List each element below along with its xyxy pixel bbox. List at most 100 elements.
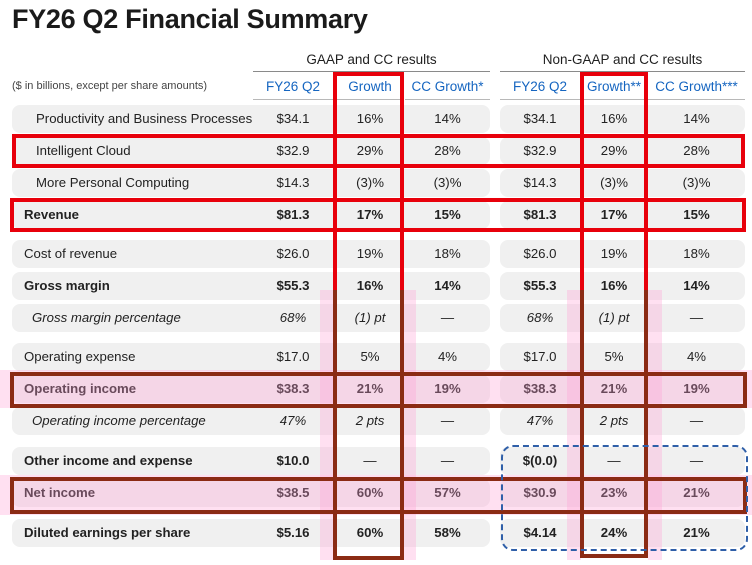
gaap-value: $10.0 — [276, 453, 310, 468]
nongaap-growth: 2 pts — [599, 413, 629, 428]
row-fill-right — [500, 375, 745, 403]
gaap-growth: (1) pt — [354, 310, 386, 325]
nongaap-cc-growth: 15% — [683, 207, 710, 222]
gaap-cc-growth: — — [440, 310, 455, 325]
gaap-growth: 60% — [356, 485, 384, 500]
gaap-growth: 60% — [356, 525, 384, 540]
table-row-diluted-eps: Diluted earnings per share $5.16 60% 58%… — [12, 519, 745, 547]
col-header-gaap-fy26q2: FY26 Q2 — [265, 79, 321, 94]
nongaap-growth: 21% — [600, 381, 628, 396]
row-fill-left — [12, 407, 490, 435]
row-label: Revenue — [24, 207, 79, 222]
row-fill-right — [500, 304, 745, 332]
row-label: Gross margin percentage — [32, 310, 181, 325]
gaap-value: 68% — [279, 310, 307, 325]
nongaap-cc-growth: 21% — [683, 525, 710, 540]
gaap-value: $34.1 — [276, 111, 310, 126]
row-fill-left — [12, 201, 490, 229]
row-fill-left — [12, 169, 490, 197]
gaap-growth: 5% — [360, 349, 380, 364]
gaap-cc-growth: — — [440, 453, 455, 468]
nongaap-value: $81.3 — [523, 207, 557, 222]
nongaap-growth: 19% — [600, 246, 628, 261]
nongaap-cc-growth: — — [689, 453, 704, 468]
nongaap-value: $14.3 — [523, 175, 557, 190]
nongaap-growth: 29% — [600, 143, 628, 158]
table-row-operating-income: Operating income $38.3 21% 19% $38.3 21%… — [12, 375, 745, 403]
nongaap-value: $17.0 — [523, 349, 557, 364]
row-fill-left — [12, 479, 490, 507]
nongaap-cc-growth: 14% — [683, 278, 710, 293]
nongaap-cc-growth: — — [689, 413, 704, 428]
header-divider-gaap-cc — [405, 99, 490, 100]
nongaap-cc-growth: 19% — [683, 381, 710, 396]
gaap-cc-growth: 19% — [434, 381, 461, 396]
row-fill-left — [12, 272, 490, 300]
col-header-gaap-cc-growth: CC Growth* — [411, 79, 484, 94]
row-label: Productivity and Business Processes — [36, 111, 253, 126]
row-fill-left — [12, 519, 490, 547]
row-label: Diluted earnings per share — [24, 525, 191, 540]
table-row-gross-margin-percentage: Gross margin percentage 68% (1) pt — 68%… — [12, 304, 745, 332]
header-divider-gaap-fy26q2 — [253, 99, 333, 100]
header-divider-gaap-growth — [336, 99, 404, 100]
table-row-operating-expense: Operating expense $17.0 5% 4% $17.0 5% 4… — [12, 343, 745, 371]
gaap-cc-growth: 28% — [434, 143, 461, 158]
row-label: More Personal Computing — [36, 175, 190, 190]
row-label: Operating expense — [24, 349, 136, 364]
gaap-value: $38.5 — [276, 485, 310, 500]
nongaap-group-header: Non-GAAP and CC results — [542, 52, 703, 67]
nongaap-value: $26.0 — [523, 246, 557, 261]
row-fill-left — [12, 375, 490, 403]
nongaap-growth: 5% — [604, 349, 624, 364]
gaap-value: $55.3 — [276, 278, 310, 293]
gaap-growth: 16% — [356, 278, 384, 293]
nongaap-cc-growth: 21% — [683, 485, 710, 500]
nongaap-value: $(0.0) — [522, 453, 558, 468]
row-fill-right — [500, 272, 745, 300]
gaap-value: $17.0 — [276, 349, 310, 364]
gaap-value: $14.3 — [276, 175, 310, 190]
gaap-group-divider — [253, 71, 490, 72]
row-fill-left — [12, 105, 490, 133]
row-fill-right — [500, 407, 745, 435]
gaap-value: $5.16 — [276, 525, 310, 540]
nongaap-value: $55.3 — [523, 278, 557, 293]
col-header-nongaap-growth: Growth** — [586, 79, 642, 94]
row-label: Net income — [24, 485, 96, 500]
gaap-growth: 2 pts — [355, 413, 385, 428]
table-row-gross-margin: Gross margin $55.3 16% 14% $55.3 16% 14% — [12, 272, 745, 300]
gaap-value: $26.0 — [276, 246, 310, 261]
row-label: Gross margin — [24, 278, 110, 293]
nongaap-value: 68% — [526, 310, 554, 325]
nongaap-growth: 23% — [600, 485, 628, 500]
table-row-more-personal-computing: More Personal Computing $14.3 (3)% (3)% … — [12, 169, 745, 197]
gaap-growth: 16% — [356, 111, 384, 126]
header-divider-nongaap-cc — [648, 99, 745, 100]
row-fill-left — [12, 343, 490, 371]
row-label: Operating income percentage — [32, 413, 206, 428]
nongaap-cc-growth: 18% — [683, 246, 710, 261]
row-fill-right — [500, 169, 745, 197]
table-row-revenue: Revenue $81.3 17% 15% $81.3 17% 15% — [12, 201, 745, 229]
gaap-cc-growth: 57% — [434, 485, 461, 500]
gaap-growth: 17% — [356, 207, 384, 222]
nongaap-growth: — — [607, 453, 621, 468]
gaap-group-header: GAAP and CC results — [306, 52, 437, 67]
header-divider-nongaap-growth — [580, 99, 648, 100]
row-label: Intelligent Cloud — [36, 143, 131, 158]
nongaap-cc-growth: 28% — [683, 143, 710, 158]
gaap-cc-growth: 4% — [437, 349, 458, 364]
col-header-gaap-growth: Growth — [348, 79, 392, 94]
gaap-growth: 29% — [356, 143, 384, 158]
row-fill-right — [500, 201, 745, 229]
table-row-productivity: Productivity and Business Processes $34.… — [12, 105, 745, 133]
gaap-cc-growth: 14% — [434, 278, 461, 293]
row-label: Cost of revenue — [24, 246, 118, 261]
col-header-nongaap-fy26q2: FY26 Q2 — [512, 79, 568, 94]
row-fill-right — [500, 137, 745, 165]
page-title: FY26 Q2 Financial Summary — [12, 4, 368, 34]
gaap-cc-growth: 58% — [434, 525, 461, 540]
nongaap-value: 47% — [526, 413, 554, 428]
col-header-nongaap-cc-growth: CC Growth*** — [655, 79, 738, 94]
